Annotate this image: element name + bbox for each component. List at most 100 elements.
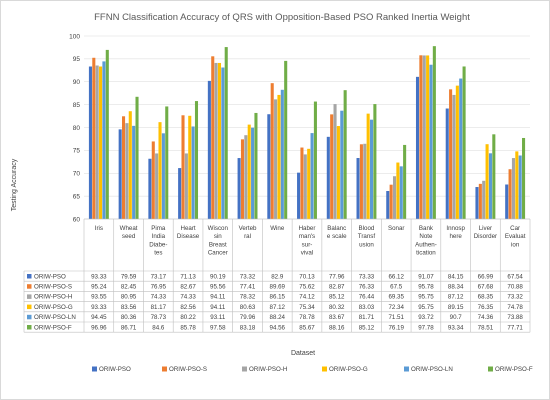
y-axis-ticks: 60 65 70 75 80 85 90 95 100 <box>69 33 80 223</box>
legend-swatch <box>92 366 97 372</box>
bar-oriw-pso-f <box>492 134 496 219</box>
table-cell: 89.69 <box>270 284 286 291</box>
x-tick-label: Transf <box>358 233 376 240</box>
bar-oriw-pso-h <box>95 65 99 219</box>
table-cell: 90.7 <box>450 314 463 321</box>
bar-oriw-pso-s <box>419 55 423 219</box>
bar-oriw-pso-s <box>449 89 453 219</box>
x-tick-label: usion <box>359 241 374 248</box>
table-cell: 93.34 <box>448 324 464 331</box>
table-cell: 95.75 <box>418 304 434 311</box>
table-cell: 83.03 <box>359 304 375 311</box>
bar-oriw-pso-h <box>422 55 426 219</box>
x-tick-label: seed <box>122 233 136 240</box>
table-cell: 93.11 <box>210 314 226 321</box>
table-cell: 97.58 <box>210 324 226 331</box>
bar-oriw-pso-f <box>284 60 288 219</box>
chart-title: FFNN Classification Accuracy of QRS with… <box>94 12 470 23</box>
table-legend-key <box>27 304 32 310</box>
bar-oriw-pso-s <box>211 56 215 219</box>
table-cell: 80.36 <box>121 314 137 321</box>
x-tick-label: Heart <box>180 225 195 232</box>
x-tick-label: ral <box>244 233 251 240</box>
bar-oriw-pso-s <box>508 169 512 219</box>
table-cell: 80.32 <box>329 304 345 311</box>
table-cell: 87.12 <box>270 304 286 311</box>
bar-oriw-pso-g <box>217 62 222 220</box>
x-tick-label: Disease <box>177 233 200 240</box>
bar-oriw-pso-g <box>336 126 340 219</box>
table-cell: 82.9 <box>271 273 284 280</box>
table-cell: 78.73 <box>151 314 167 321</box>
legend-swatch <box>404 366 409 372</box>
table-legend-key <box>27 294 32 299</box>
table-cell: 85.78 <box>180 324 196 331</box>
table-cell: 73.32 <box>507 294 523 301</box>
x-tick-label: Bank <box>419 225 434 232</box>
x-tick-label: vival <box>301 250 313 257</box>
table-cell: 86.15 <box>270 294 286 301</box>
table-cell: 84.15 <box>448 273 464 280</box>
bar-oriw-pso <box>445 108 449 219</box>
table-cell: 73.32 <box>240 273 256 280</box>
table-cell: 81.17 <box>151 304 167 311</box>
bar-oriw-pso-ln <box>280 89 284 219</box>
table-cell: 88.24 <box>270 314 286 321</box>
bar-oriw-pso-ln <box>399 166 403 219</box>
bar-oriw-pso-h <box>392 176 397 219</box>
table-series-name: ORIW-PSO-F <box>34 324 72 331</box>
x-tick-label: man's <box>299 233 315 240</box>
bar-oriw-pso-f <box>432 46 436 220</box>
bar-oriw-pso-f <box>522 137 526 219</box>
table-cell: 83.67 <box>329 314 345 321</box>
bar-oriw-pso <box>267 114 271 219</box>
bar-oriw-pso-s <box>122 116 126 219</box>
bars <box>88 46 526 220</box>
bar-oriw-pso-g <box>277 94 281 219</box>
table-cell: 71.13 <box>180 273 196 280</box>
table-cell: 76.35 <box>478 304 494 311</box>
table-cell: 75.62 <box>299 284 315 291</box>
bar-oriw-pso <box>386 191 390 219</box>
legend-label: ORIW-PSO-LN <box>411 366 453 373</box>
y-tick-label: 70 <box>73 171 81 178</box>
bar-oriw-pso-g <box>128 111 132 219</box>
bar-oriw-pso-f <box>373 104 377 219</box>
bar-oriw-pso-s <box>478 183 482 219</box>
table-cell: 77.71 <box>507 324 523 331</box>
table-series-name: ORIW-PSO <box>34 273 66 280</box>
bar-oriw-pso-ln <box>251 127 255 219</box>
bar-oriw-pso-s <box>330 114 334 219</box>
table-cell: 74.12 <box>299 294 315 301</box>
bar-oriw-pso-h <box>274 99 278 219</box>
x-tick-label: Note <box>419 233 433 240</box>
table-cell: 76.33 <box>359 284 375 291</box>
table-legend-key <box>27 314 32 320</box>
bar-oriw-pso-h <box>511 158 515 219</box>
table-cell: 78.51 <box>478 324 494 331</box>
bar-oriw-pso <box>297 172 301 219</box>
table-cell: 66.12 <box>388 273 404 280</box>
bar-oriw-pso-g <box>99 66 103 219</box>
table-cell: 68.35 <box>478 294 494 301</box>
bar-oriw-pso-s <box>300 147 304 219</box>
y-tick-label: 75 <box>73 148 81 155</box>
table-legend-key <box>27 284 32 289</box>
bar-oriw-pso <box>148 158 152 219</box>
table-cell: 70.13 <box>299 273 315 280</box>
table-cell: 94.11 <box>210 294 226 301</box>
x-tick-label: e scale <box>327 233 347 240</box>
table-cell: 83.18 <box>240 324 256 331</box>
bar-oriw-pso-ln <box>132 125 136 219</box>
table-cell: 75.34 <box>299 304 315 311</box>
x-tick-label: Wiscon <box>208 225 229 232</box>
x-tick-label: Blood <box>359 225 375 232</box>
x-tick-label: Pima <box>151 225 166 232</box>
table-cell: 82.56 <box>180 304 196 311</box>
table-cell: 74.36 <box>478 314 494 321</box>
bar-oriw-pso-f <box>165 106 169 219</box>
table-cell: 93.72 <box>418 314 434 321</box>
x-tick-label: Diabe- <box>149 241 167 248</box>
